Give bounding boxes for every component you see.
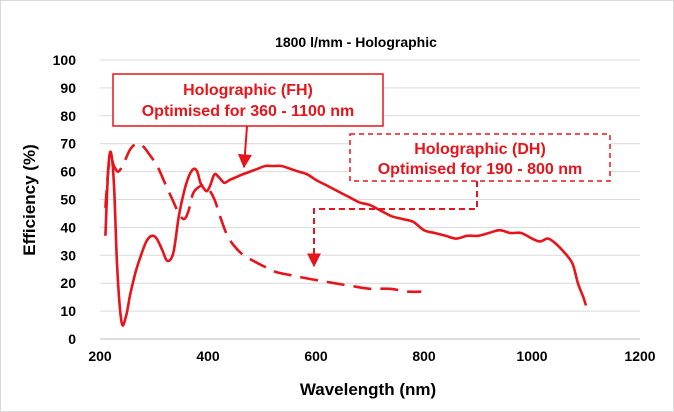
annotation-fh-box: [112, 73, 384, 127]
x-tick-600: 600: [304, 348, 328, 364]
chart-title: 1800 l/mm - Holographic: [275, 34, 437, 50]
y-tick-100: 100: [53, 52, 77, 68]
x-axis-label: Wavelength (nm): [300, 380, 436, 399]
series-line-fh: [104, 150, 588, 327]
y-tick-40: 40: [60, 219, 76, 235]
y-tick-70: 70: [60, 136, 76, 152]
x-tick-400: 400: [196, 348, 220, 364]
annotation-fh-line2: Optimised for 360 - 1100 nm: [142, 103, 355, 120]
y-tick-50: 50: [60, 192, 76, 208]
y-tick-0: 0: [68, 331, 76, 347]
y-tick-30: 30: [60, 247, 76, 263]
x-tick-labels: 200 400 600 800 1000 1200: [88, 348, 655, 364]
x-tick-800: 800: [412, 348, 436, 364]
x-tick-1200: 1200: [624, 348, 655, 364]
y-tick-20: 20: [60, 275, 76, 291]
annotation-dh-line2: Optimised for 190 - 800 nm: [378, 161, 583, 178]
annotation-dh-arrow: [307, 181, 478, 268]
y-tick-80: 80: [60, 108, 76, 124]
series-line-dh: [104, 142, 422, 294]
annotation-dh-box: [349, 133, 611, 182]
y-tick-60: 60: [60, 164, 76, 180]
data-series: [104, 142, 588, 327]
x-tick-200: 200: [88, 348, 112, 364]
y-tick-labels: 0 10 20 30 40 50 60 70 80 90 100: [53, 52, 77, 347]
x-tick-1000: 1000: [516, 348, 547, 364]
annotation-fh: Holographic (FH) Optimised for 360 - 110…: [112, 73, 384, 169]
annotation-dh-line1: Holographic (DH): [414, 141, 546, 158]
annotation-fh-arrow: [237, 125, 252, 169]
y-tick-90: 90: [60, 80, 76, 96]
y-tick-10: 10: [60, 303, 76, 319]
y-axis-label: Efficiency (%): [20, 144, 39, 255]
annotation-fh-line1: Holographic (FH): [183, 82, 313, 99]
annotation-dh: Holographic (DH) Optimised for 190 - 800…: [307, 133, 611, 268]
